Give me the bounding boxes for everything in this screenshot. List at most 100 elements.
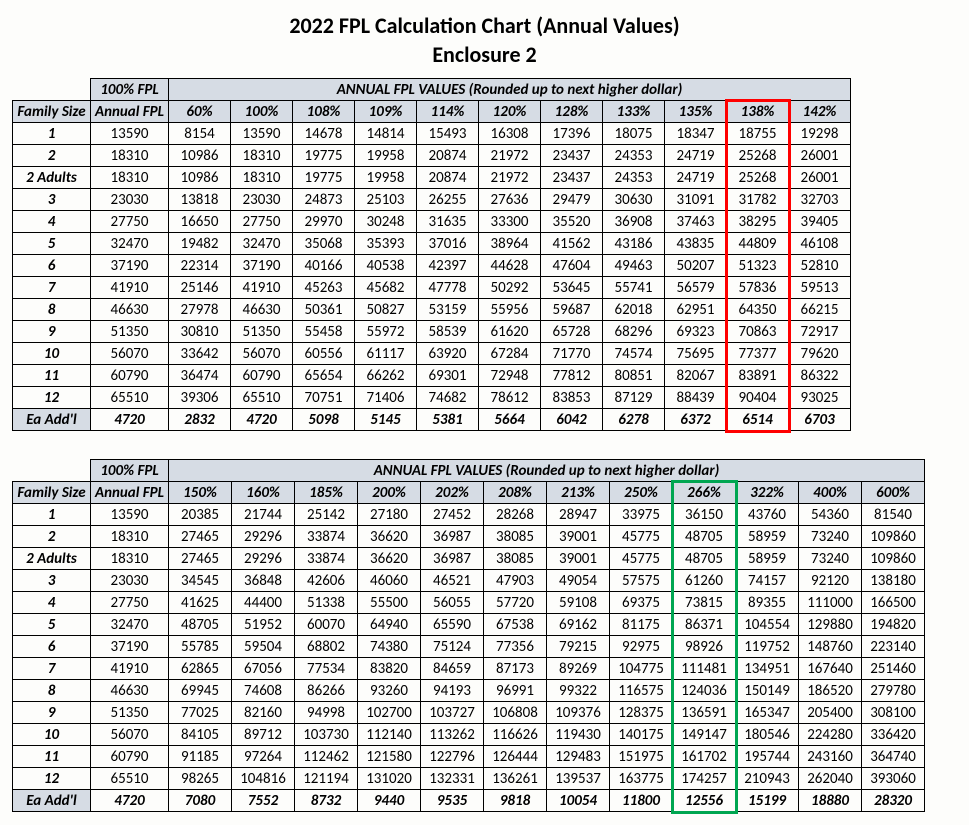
cell-value: 37463 <box>665 211 727 233</box>
cell-value: 53159 <box>417 299 479 321</box>
cell-value: 58959 <box>736 548 799 570</box>
cell-value: 19775 <box>293 145 355 167</box>
col-percent: 200% <box>358 482 421 504</box>
cell-value: 165347 <box>736 702 799 724</box>
page-title: 2022 FPL Calculation Chart (Annual Value… <box>12 12 957 39</box>
cell-value: 75124 <box>421 636 484 658</box>
cell-value: 23437 <box>541 167 603 189</box>
cell-value: 16650 <box>169 211 231 233</box>
cell-value: 88439 <box>665 387 727 409</box>
cell-value: 58539 <box>417 321 479 343</box>
table-row: 7419106286567056775348382084659871738926… <box>13 658 925 680</box>
cell-value: 19958 <box>355 145 417 167</box>
cell-value: 73815 <box>673 592 736 614</box>
each-additional-value: 12556 <box>673 790 736 812</box>
cell-value: 50361 <box>293 299 355 321</box>
col-percent: 128% <box>541 101 603 123</box>
cell-annual-fpl: 27750 <box>91 592 169 614</box>
cell-value: 128375 <box>610 702 673 724</box>
cell-value: 89269 <box>547 658 610 680</box>
cell-value: 149147 <box>673 724 736 746</box>
table-row: 3230303454536848426064606046521479034905… <box>13 570 925 592</box>
row-label: 12 <box>13 768 91 790</box>
cell-annual-fpl: 37190 <box>91 636 169 658</box>
cell-value: 46108 <box>789 233 851 255</box>
table-row: 9513503081051350554585597258539616206572… <box>13 321 851 343</box>
cell-value: 19298 <box>789 123 851 145</box>
table-row: 6371902231437190401664053842397446284760… <box>13 255 851 277</box>
each-additional-value: 6703 <box>789 409 851 431</box>
col-percent: 322% <box>736 482 799 504</box>
cell-value: 30248 <box>355 211 417 233</box>
each-additional-label: Ea Add'l <box>13 409 91 431</box>
cell-value: 22314 <box>169 255 231 277</box>
col-percent: 208% <box>484 482 547 504</box>
cell-value: 24353 <box>603 145 665 167</box>
cell-value: 136591 <box>673 702 736 724</box>
cell-value: 62018 <box>603 299 665 321</box>
cell-value: 43186 <box>603 233 665 255</box>
cell-value: 59504 <box>232 636 295 658</box>
cell-value: 51952 <box>232 614 295 636</box>
cell-value: 55500 <box>358 592 421 614</box>
cell-value: 33642 <box>169 343 231 365</box>
cell-value: 37190 <box>231 255 293 277</box>
cell-value: 194820 <box>862 614 925 636</box>
cell-value: 84659 <box>421 658 484 680</box>
cell-value: 47604 <box>541 255 603 277</box>
cell-value: 30630 <box>603 189 665 211</box>
cell-value: 32703 <box>789 189 851 211</box>
fpl-table-1: 100% FPL ANNUAL FPL VALUES (Rounded up t… <box>12 78 851 431</box>
fpl-table-2-wrap: 100% FPL ANNUAL FPL VALUES (Rounded up t… <box>12 459 957 812</box>
table-row: 1135902038521744251422718027452282682894… <box>13 504 925 526</box>
row-label: 8 <box>13 299 91 321</box>
cell-value: 40538 <box>355 255 417 277</box>
each-additional-value: 10054 <box>547 790 610 812</box>
table-row: 3230301381823030248732510326255276362947… <box>13 189 851 211</box>
cell-value: 129880 <box>799 614 862 636</box>
table-row: 1160790911859726411246212158012279612644… <box>13 746 925 768</box>
cell-value: 69945 <box>169 680 232 702</box>
cell-value: 64940 <box>358 614 421 636</box>
col-percent: 266% <box>673 482 736 504</box>
cell-value: 62951 <box>665 299 727 321</box>
each-additional-value: 2832 <box>169 409 231 431</box>
each-additional-value: 6514 <box>727 409 789 431</box>
cell-annual-fpl: 18310 <box>91 548 169 570</box>
cell-value: 163775 <box>610 768 673 790</box>
cell-value: 96991 <box>484 680 547 702</box>
cell-value: 138180 <box>862 570 925 592</box>
cell-value: 29296 <box>232 526 295 548</box>
cell-value: 46630 <box>231 299 293 321</box>
col-percent: 100% <box>231 101 293 123</box>
fpl-table-2: 100% FPL ANNUAL FPL VALUES (Rounded up t… <box>12 459 925 812</box>
cell-value: 106808 <box>484 702 547 724</box>
cell-value: 104816 <box>232 768 295 790</box>
col-percent: 202% <box>421 482 484 504</box>
cell-value: 20874 <box>417 145 479 167</box>
cell-value: 56579 <box>665 277 727 299</box>
cell-value: 23030 <box>231 189 293 211</box>
cell-value: 79620 <box>789 343 851 365</box>
cell-value: 33300 <box>479 211 541 233</box>
cell-value: 45775 <box>610 548 673 570</box>
cell-value: 39001 <box>547 526 610 548</box>
cell-value: 93025 <box>789 387 851 409</box>
cell-value: 166500 <box>862 592 925 614</box>
table-row: 5324704870551952600706494065590675386916… <box>13 614 925 636</box>
cell-value: 71770 <box>541 343 603 365</box>
cell-annual-fpl: 60790 <box>91 746 169 768</box>
cell-value: 121194 <box>295 768 358 790</box>
cell-value: 104775 <box>610 658 673 680</box>
cell-value: 94193 <box>421 680 484 702</box>
cell-annual-fpl: 60790 <box>91 365 169 387</box>
cell-value: 49463 <box>603 255 665 277</box>
row-label: 1 <box>13 123 91 145</box>
col-percent: 213% <box>547 482 610 504</box>
table-row: 1265510393066551070751714067468278612838… <box>13 387 851 409</box>
row-label: 2 <box>13 145 91 167</box>
cell-value: 393060 <box>862 768 925 790</box>
cell-value: 77025 <box>169 702 232 724</box>
cell-annual-fpl: 23030 <box>91 189 169 211</box>
row-label: 9 <box>13 702 91 724</box>
